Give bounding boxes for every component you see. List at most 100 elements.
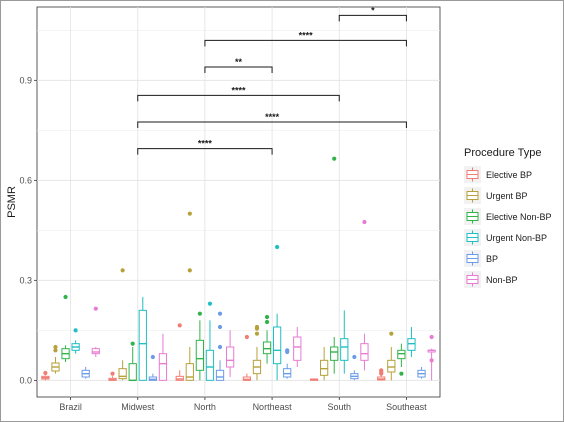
box-urgent-bp-brazil [51, 344, 60, 374]
box-body [195, 339, 205, 371]
box-elective-bp-northeast [242, 334, 252, 381]
outlier-point [254, 324, 260, 330]
outlier-point [130, 341, 135, 346]
legend-title: Procedure Type [464, 147, 541, 159]
box-elective-non-bp-south [330, 156, 339, 374]
box-elective-non-bp-midwest [128, 341, 137, 382]
box-bp-brazil [81, 367, 90, 379]
outlier-point [254, 331, 260, 336]
outlier-point [217, 344, 223, 350]
box-urgent-bp-south [320, 347, 329, 381]
significance-bracket-south-southeast: * [338, 5, 407, 22]
outlier-point [429, 334, 434, 340]
box-elective-non-bp-northeast [262, 314, 272, 364]
outlier-point [264, 319, 270, 325]
outlier-point [429, 358, 434, 363]
legend-item-elective-non-bp: Elective Non-BP [464, 208, 552, 225]
outlier-point [352, 354, 357, 360]
significance-label: **** [299, 30, 314, 40]
box-urgent-non-bp-north [205, 301, 215, 381]
legend-label: BP [486, 254, 498, 264]
box-urgent-non-bp-northeast [272, 244, 282, 381]
significance-label: **** [265, 112, 280, 122]
bracket-line [137, 148, 273, 155]
x-tick-label-midwest: Midwest [121, 402, 155, 412]
box-body [128, 363, 137, 381]
box-elective-bp-southeast [377, 368, 386, 381]
bracket-line [137, 121, 407, 128]
outlier-point [285, 349, 290, 355]
x-tick-label-southeast: Southeast [386, 402, 427, 412]
box-urgent-non-bp-midwest [138, 297, 147, 381]
box-bp-southeast [417, 367, 426, 379]
bracket-line [338, 14, 407, 22]
box-urgent-non-bp-southeast [407, 327, 416, 357]
box-elective-bp-midwest [108, 371, 117, 381]
box-urgent-bp-midwest [118, 268, 127, 381]
box-urgent-non-bp-south [340, 310, 349, 374]
box-body [293, 336, 302, 361]
box-body [283, 368, 292, 378]
legend-label: Non-BP [486, 275, 518, 285]
outlier-point [187, 268, 192, 273]
legend-label: Elective BP [486, 170, 532, 180]
outlier-point [332, 156, 337, 161]
y-tick-label: 0.6 [19, 175, 32, 185]
outlier-point [217, 324, 223, 330]
box-body [205, 349, 215, 381]
box-body [138, 309, 147, 381]
box-non-bp-north [225, 330, 235, 377]
box-body [262, 341, 272, 355]
box-body [185, 363, 194, 381]
box-non-bp-brazil [91, 306, 100, 357]
box-urgent-bp-north [185, 211, 194, 381]
box-body [360, 343, 369, 361]
box-body [215, 369, 225, 381]
box-urgent-bp-southeast [387, 331, 396, 381]
outlier-point [110, 371, 115, 376]
legend-item-elective-bp: Elective BP [464, 166, 532, 183]
outlier-point [399, 371, 404, 376]
outlier-point [244, 334, 249, 340]
box-non-bp-southeast [427, 334, 436, 381]
outlier-point [187, 211, 192, 216]
bracket-line [204, 66, 273, 73]
box-elective-non-bp-southeast [397, 343, 406, 376]
box-body [397, 349, 406, 360]
box-non-bp-midwest [158, 333, 168, 381]
box-non-bp-south [360, 219, 369, 371]
box-body [407, 338, 416, 351]
box-body [340, 338, 349, 361]
significance-bracket-north-southeast: **** [204, 30, 407, 47]
box-elective-bp-brazil [41, 370, 50, 381]
outlier-point [362, 219, 367, 225]
legend-item-urgent-bp: Urgent BP [464, 187, 528, 204]
significance-bracket-midwest-southeast: **** [137, 112, 407, 128]
y-axis-label: PSMR [6, 186, 18, 218]
outlier-point [207, 301, 213, 306]
box-urgent-bp-northeast [252, 324, 262, 381]
legend-label: Urgent Non-BP [486, 233, 547, 243]
box-body [91, 348, 100, 355]
legend-item-bp: BP [464, 250, 498, 267]
y-tick-label: 0.9 [19, 75, 32, 85]
outlier-point [53, 344, 58, 350]
significance-label: **** [198, 139, 213, 149]
outlier-point [197, 311, 202, 316]
outlier-point [63, 294, 68, 300]
bracket-line [137, 94, 340, 102]
significance-bracket-midwest-northeast: **** [137, 139, 273, 155]
box-body [387, 359, 396, 373]
y-tick-label: 0.3 [19, 275, 32, 285]
legend-label: Urgent BP [486, 191, 528, 201]
legend-item-urgent-non-bp: Urgent Non-BP [464, 229, 547, 246]
box-non-bp-northeast [293, 327, 302, 367]
box-elective-non-bp-north [195, 311, 205, 381]
box-body [320, 359, 329, 376]
outlier-point [150, 354, 155, 360]
outlier-point [93, 306, 98, 311]
outlier-point [177, 323, 182, 328]
legend-label: Elective Non-BP [486, 212, 552, 222]
box-bp-northeast [283, 348, 292, 379]
legend-item-non-bp: Non-BP [464, 271, 518, 288]
